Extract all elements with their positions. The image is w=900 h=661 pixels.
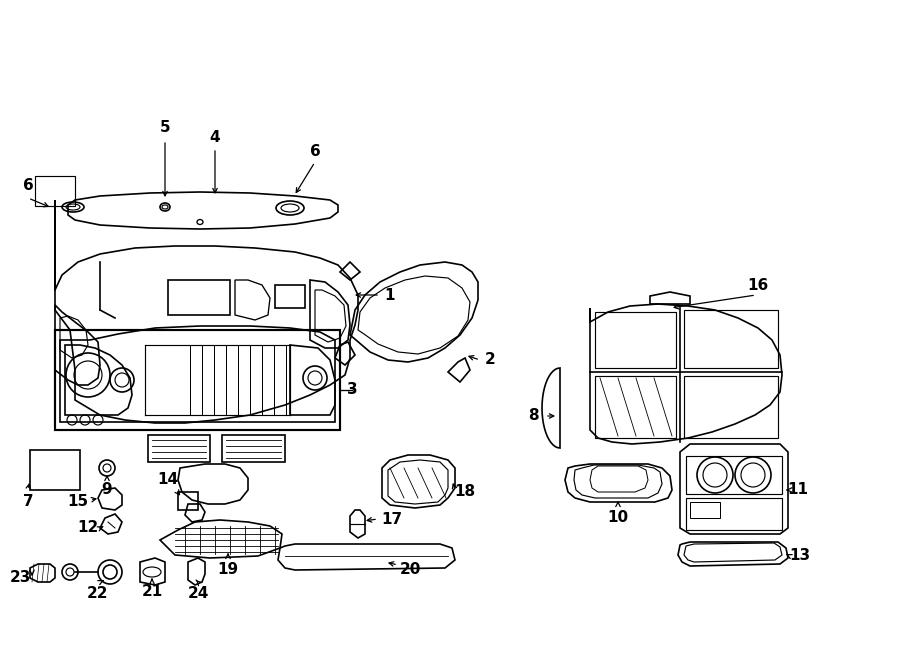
Text: 23: 23 [9,570,31,586]
Text: 16: 16 [747,278,769,293]
Text: 11: 11 [788,483,808,498]
Text: 5: 5 [159,120,170,136]
Text: 6: 6 [310,145,320,159]
Text: 4: 4 [210,130,220,145]
Text: 13: 13 [789,549,811,563]
Text: 8: 8 [527,408,538,424]
Text: 15: 15 [68,494,88,510]
Text: 17: 17 [382,512,402,527]
Text: 6: 6 [22,178,33,192]
Text: 14: 14 [158,473,178,488]
Text: 18: 18 [454,485,475,500]
Text: 24: 24 [187,586,209,602]
Text: 9: 9 [102,483,112,498]
Text: 10: 10 [608,510,628,525]
Text: 22: 22 [87,586,109,602]
Text: 2: 2 [484,352,495,368]
Text: 19: 19 [218,563,238,578]
Text: 1: 1 [385,288,395,303]
Text: 7: 7 [22,494,33,510]
Text: 21: 21 [141,584,163,600]
Text: 20: 20 [400,563,420,578]
Text: 3: 3 [346,383,357,397]
Text: 12: 12 [77,520,99,535]
